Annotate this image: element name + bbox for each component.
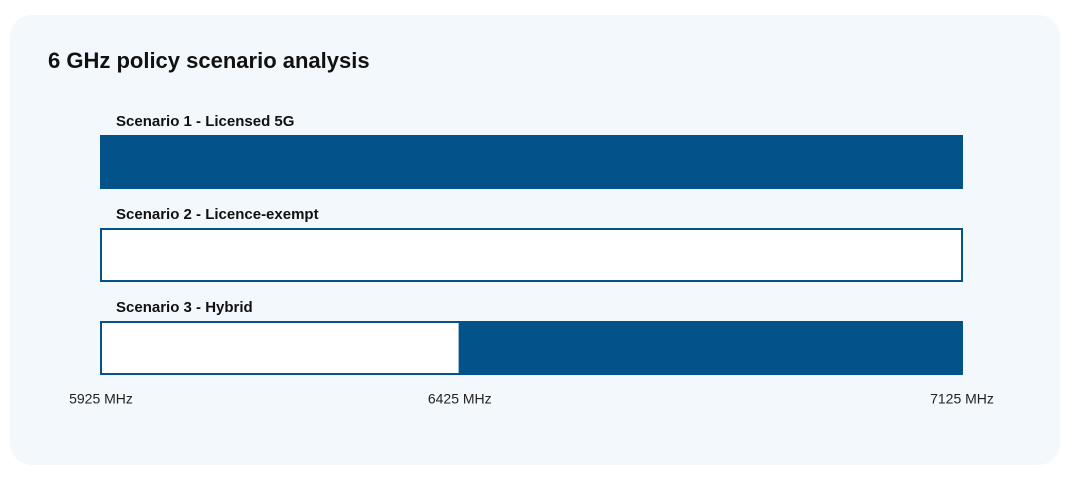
spectrum-segment bbox=[100, 135, 963, 189]
scenario-label: Scenario 3 - Hybrid bbox=[116, 299, 253, 316]
spectrum-segment bbox=[458, 321, 963, 375]
scenario-label: Scenario 2 - Licence-exempt bbox=[116, 206, 319, 223]
chart-title: 6 GHz policy scenario analysis bbox=[48, 48, 370, 73]
spectrum-segment bbox=[100, 228, 963, 282]
x-tick-label: 6425 MHz bbox=[428, 391, 492, 407]
spectrum-segment bbox=[100, 321, 461, 375]
x-tick-label: 5925 MHz bbox=[69, 391, 133, 407]
scenario-label: Scenario 1 - Licensed 5G bbox=[116, 113, 294, 130]
x-tick-label: 7125 MHz bbox=[930, 391, 994, 407]
